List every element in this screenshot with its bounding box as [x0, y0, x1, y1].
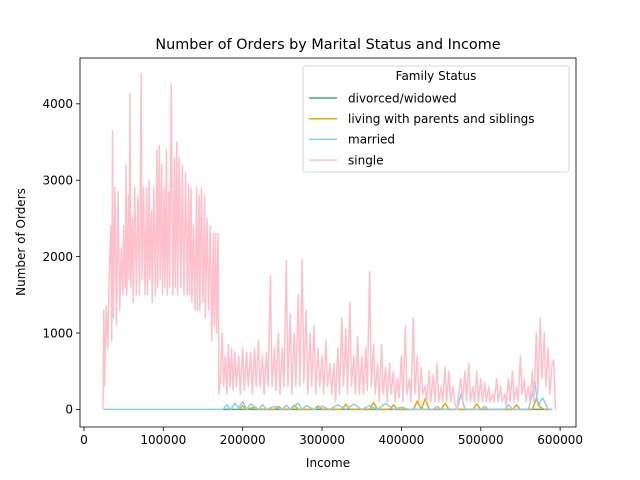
x-tick-label: 0: [80, 433, 88, 447]
legend-label: married: [348, 133, 395, 147]
y-axis: 0 1000 2000 3000 4000: [42, 97, 80, 417]
series-line-3: [102, 72, 557, 411]
legend-label: divorced/widowed: [348, 91, 457, 105]
legend-label: single: [348, 153, 384, 167]
x-tick-label: 500000: [458, 433, 504, 447]
y-tick-label: 4000: [42, 97, 73, 111]
legend-title: Family Status: [396, 69, 477, 83]
y-tick-label: 3000: [42, 174, 73, 188]
x-tick-label: 400000: [379, 433, 425, 447]
x-axis: 0 100000 200000 300000 400000 500000 600000: [80, 427, 583, 447]
x-axis-label: Income: [306, 456, 350, 470]
x-tick-label: 200000: [220, 433, 266, 447]
legend: Family Status divorced/widowed living wit…: [302, 65, 570, 173]
chart-title: Number of Orders by Marital Status and I…: [155, 37, 500, 53]
x-tick-label: 100000: [140, 433, 186, 447]
series-layer: [102, 72, 557, 411]
y-tick-label: 0: [65, 403, 73, 417]
x-tick-label: 600000: [537, 433, 583, 447]
series-line-2: [103, 379, 553, 411]
legend-label: living with parents and siblings: [348, 112, 535, 126]
plot-frame: [79, 57, 577, 428]
x-tick-label: 300000: [299, 433, 345, 447]
y-axis-label: Number of Orders: [14, 188, 28, 296]
y-tick-label: 2000: [42, 250, 73, 264]
y-tick-label: 1000: [42, 326, 73, 340]
legend-frame: [302, 65, 570, 173]
